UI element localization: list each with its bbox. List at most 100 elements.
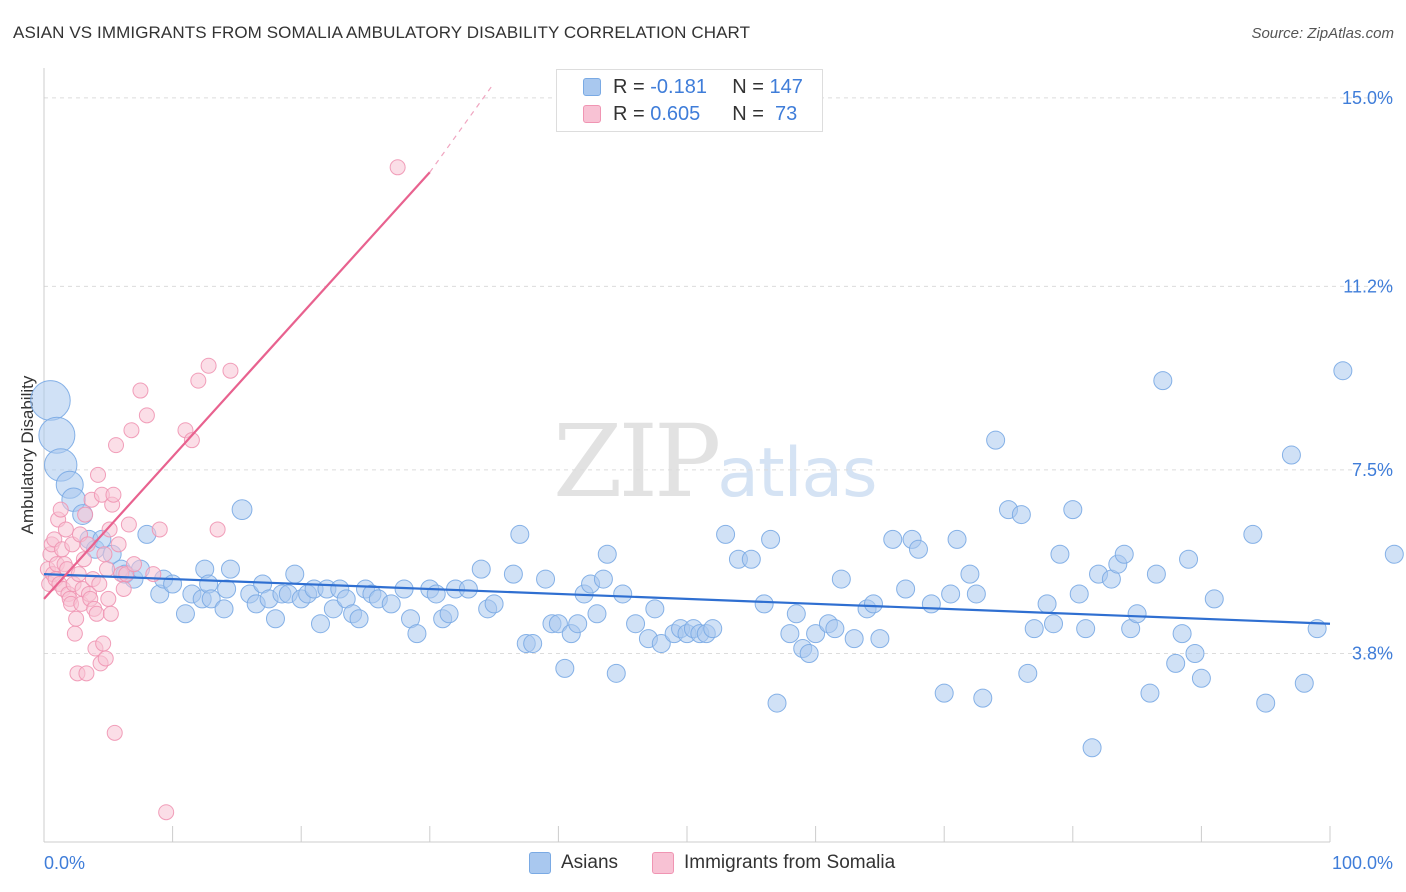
asian-point [799,643,819,663]
asian-point [966,584,986,604]
asian-point [349,609,369,629]
asian-point [1384,544,1404,564]
somalia-point [106,724,123,741]
legend-swatch-asians [583,78,601,96]
somalia-point [222,362,239,379]
asian-point [613,584,633,604]
asian-point [1127,604,1147,624]
asian-point [1153,371,1173,391]
asian-point [934,683,954,703]
somalia-point [105,486,122,503]
somalia-point [91,576,108,593]
asian-point [1333,361,1353,381]
legend-n-label: N = [732,75,770,98]
somalia-point [97,650,114,667]
asian-point [471,559,491,579]
somalia-point [66,625,83,642]
asian-point [1114,544,1134,564]
somalia-point [115,580,132,597]
somalia-point [70,566,87,583]
asian-point [503,564,523,584]
asian-point [741,549,761,569]
asian-point [1063,500,1083,520]
asian-point [523,634,543,654]
asian-point [1076,619,1096,639]
asian-point [754,594,774,614]
asian-point [323,599,343,619]
watermark: ZIPatlas [553,403,878,520]
asian-point [38,416,76,454]
somalia-point [95,635,112,652]
asian-point [831,569,851,589]
y-tick-label: 11.2% [1343,276,1393,296]
asian-point [1140,683,1160,703]
asian-point [896,579,916,599]
asian-point [844,629,864,649]
asian-point [1185,643,1205,663]
somalia-point [75,551,92,568]
asian-point [175,604,195,624]
y-tick-label: 7.5% [1352,460,1393,480]
asian-point [863,594,883,614]
somalia-point [209,521,226,538]
asian-point [548,614,568,634]
asian-point [458,579,478,599]
asian-point [645,599,665,619]
x-tick-label: 0.0% [44,853,85,873]
somalia-point [158,804,175,821]
bottom-legend-label-somalia: Immigrants from Somalia [684,852,896,873]
asian-point [381,594,401,614]
asian-point [536,569,556,589]
asian-point [1018,663,1038,683]
asian-point [1179,549,1199,569]
asian-point [555,658,575,678]
asian-point [941,584,961,604]
asian-point [1281,445,1301,465]
asian-point [407,624,427,644]
somalia-point [108,437,125,454]
legend-r-label: R = [613,102,651,125]
legend-r-value: -0.181 [650,75,707,98]
asian-point [214,599,234,619]
asian-point [439,604,459,624]
asian-point [510,524,530,544]
asian-point [426,584,446,604]
y-tick-label: 15.0% [1342,88,1393,108]
asian-point [986,430,1006,450]
bottom-legend-swatch-somalia [652,852,674,874]
asian-point [484,594,504,614]
asian-point [716,524,736,544]
somalia-point [100,590,117,607]
asian-point [825,619,845,639]
watermark-atlas: atlas [717,434,877,513]
asian-point [1166,653,1186,673]
asian-point [703,619,723,639]
legend-r-value: 0.605 [650,102,701,125]
chart-title: ASIAN VS IMMIGRANTS FROM SOMALIA AMBULAT… [13,23,751,42]
asian-point [767,693,787,713]
asian-point [597,544,617,564]
asian-point [1024,619,1044,639]
somalia-point [88,605,105,622]
asian-point [973,688,993,708]
somalia-point [110,536,127,553]
asian-point [201,589,221,609]
asian-point [285,564,305,584]
asian-point [593,569,613,589]
legend-r-label: R = [613,75,651,98]
correlation-legend: R = -0.181 N = 147 R = 0.605 N = 73 [556,69,823,132]
asian-point [786,604,806,624]
watermark-zip: ZIP [553,403,721,520]
asian-point [1172,624,1192,644]
asian-trend-line [43,573,1331,625]
somalia-point [132,382,149,399]
asian-point [1243,524,1263,544]
asian-point [231,499,253,521]
somalia-point [123,422,140,439]
somalia-point [90,466,107,483]
somalia-point [126,556,143,573]
somalia-point [102,605,119,622]
asian-point [1256,693,1276,713]
asian-point [908,539,928,559]
